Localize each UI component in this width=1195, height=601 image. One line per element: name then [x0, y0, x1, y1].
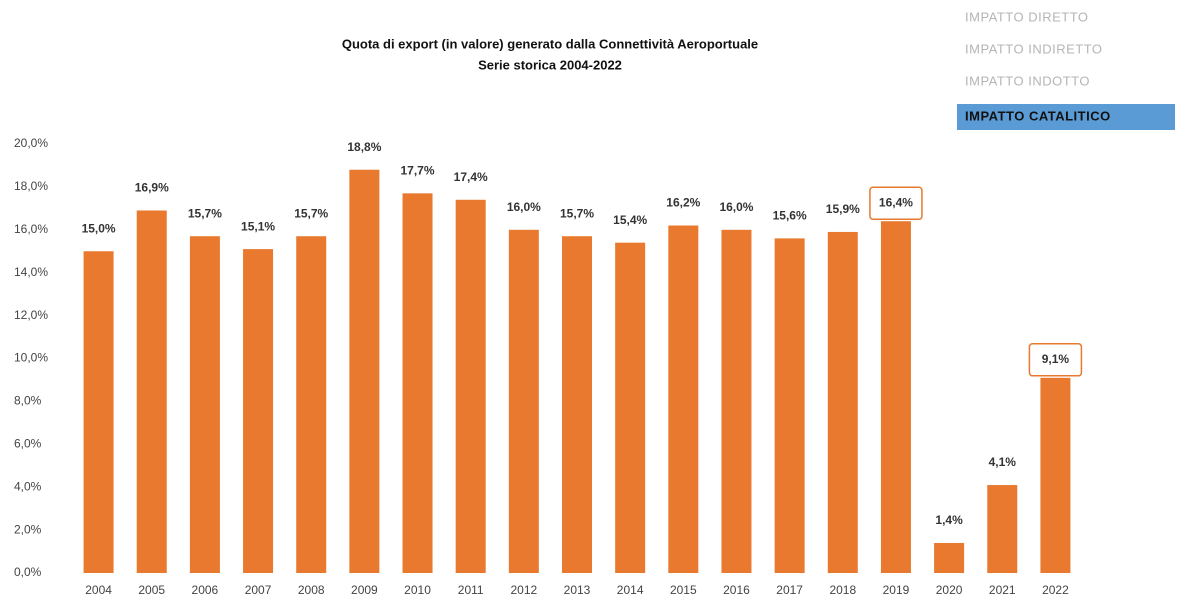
y-tick-label: 18,0% [14, 179, 48, 193]
bar [880, 221, 911, 573]
value-label: 16,9% [135, 181, 169, 195]
x-tick-label: 2012 [510, 583, 537, 597]
y-tick-label: 8,0% [14, 394, 42, 408]
y-tick-label: 4,0% [14, 479, 42, 493]
bar [296, 236, 327, 574]
bar [402, 193, 433, 573]
menu-active-bg [957, 104, 1175, 130]
x-tick-label: 2018 [829, 583, 856, 597]
y-tick-label: 16,0% [14, 222, 48, 236]
y-tick-label: 14,0% [14, 265, 48, 279]
value-label: 16,0% [507, 200, 541, 214]
x-tick-label: 2005 [138, 583, 165, 597]
highlight-box [1028, 343, 1083, 377]
value-label: 1,4% [935, 513, 963, 527]
x-tick-label: 2017 [776, 583, 803, 597]
value-label: 15,7% [188, 206, 222, 220]
y-tick-label: 20,0% [14, 136, 48, 150]
x-tick-label: 2006 [192, 583, 219, 597]
value-label: 18,8% [347, 140, 381, 154]
x-tick-label: 2009 [351, 583, 378, 597]
x-tick-label: 2014 [617, 583, 644, 597]
bar [349, 169, 380, 574]
bar [615, 242, 646, 574]
menu-item[interactable]: IMPATTO CATALITICO [965, 108, 1111, 123]
value-label: 17,4% [454, 170, 488, 184]
bar [1040, 377, 1071, 573]
menu-item[interactable]: IMPATTO DIRETTO [965, 9, 1089, 24]
chart-title: Quota di export (in valore) generato dal… [342, 36, 758, 51]
value-label: 16,2% [666, 196, 700, 210]
value-label: 4,1% [989, 455, 1017, 469]
bar [987, 485, 1018, 573]
bar [774, 238, 805, 573]
x-tick-label: 2015 [670, 583, 697, 597]
menu-item[interactable]: IMPATTO INDOTTO [965, 73, 1090, 88]
bar [562, 236, 592, 574]
y-tick-label: 0,0% [14, 565, 42, 579]
x-tick-label: 2007 [245, 583, 272, 597]
highlight-box [869, 186, 923, 220]
bar [243, 249, 274, 574]
value-label: 17,7% [401, 164, 435, 178]
bar [721, 229, 752, 574]
bar [508, 229, 539, 574]
bar [136, 210, 167, 573]
value-label: 15,6% [773, 209, 807, 223]
x-tick-label: 2013 [564, 583, 591, 597]
value-label: 15,0% [82, 221, 116, 235]
x-tick-label: 2016 [723, 583, 750, 597]
x-tick-label: 2011 [458, 583, 484, 597]
x-tick-label: 2021 [989, 583, 1016, 597]
value-label: 15,1% [241, 219, 275, 233]
x-tick-label: 2004 [85, 583, 112, 597]
bar [934, 542, 965, 573]
value-label: 16,0% [719, 200, 753, 214]
value-label: 15,7% [294, 206, 328, 220]
x-tick-label: 2008 [298, 583, 325, 597]
x-tick-label: 2022 [1042, 583, 1069, 597]
x-tick-label: 2010 [404, 583, 431, 597]
bar [189, 236, 220, 574]
value-label: 15,7% [560, 206, 594, 220]
x-tick-label: 2019 [883, 583, 910, 597]
y-tick-label: 12,0% [14, 308, 48, 322]
bar [455, 199, 486, 573]
bar [827, 231, 858, 573]
x-tick-label: 2020 [936, 583, 963, 597]
y-tick-label: 2,0% [14, 522, 42, 536]
y-tick-label: 10,0% [14, 351, 48, 365]
value-label: 15,4% [613, 213, 647, 227]
menu-item[interactable]: IMPATTO INDIRETTO [965, 41, 1103, 56]
bar [83, 251, 114, 573]
value-label: 9,1% [1042, 352, 1070, 366]
chart-subtitle: Serie storica 2004-2022 [478, 57, 622, 72]
value-label: 16,4% [879, 195, 913, 209]
bar [668, 225, 699, 573]
value-label: 15,9% [826, 202, 860, 216]
y-tick-label: 6,0% [14, 436, 42, 450]
